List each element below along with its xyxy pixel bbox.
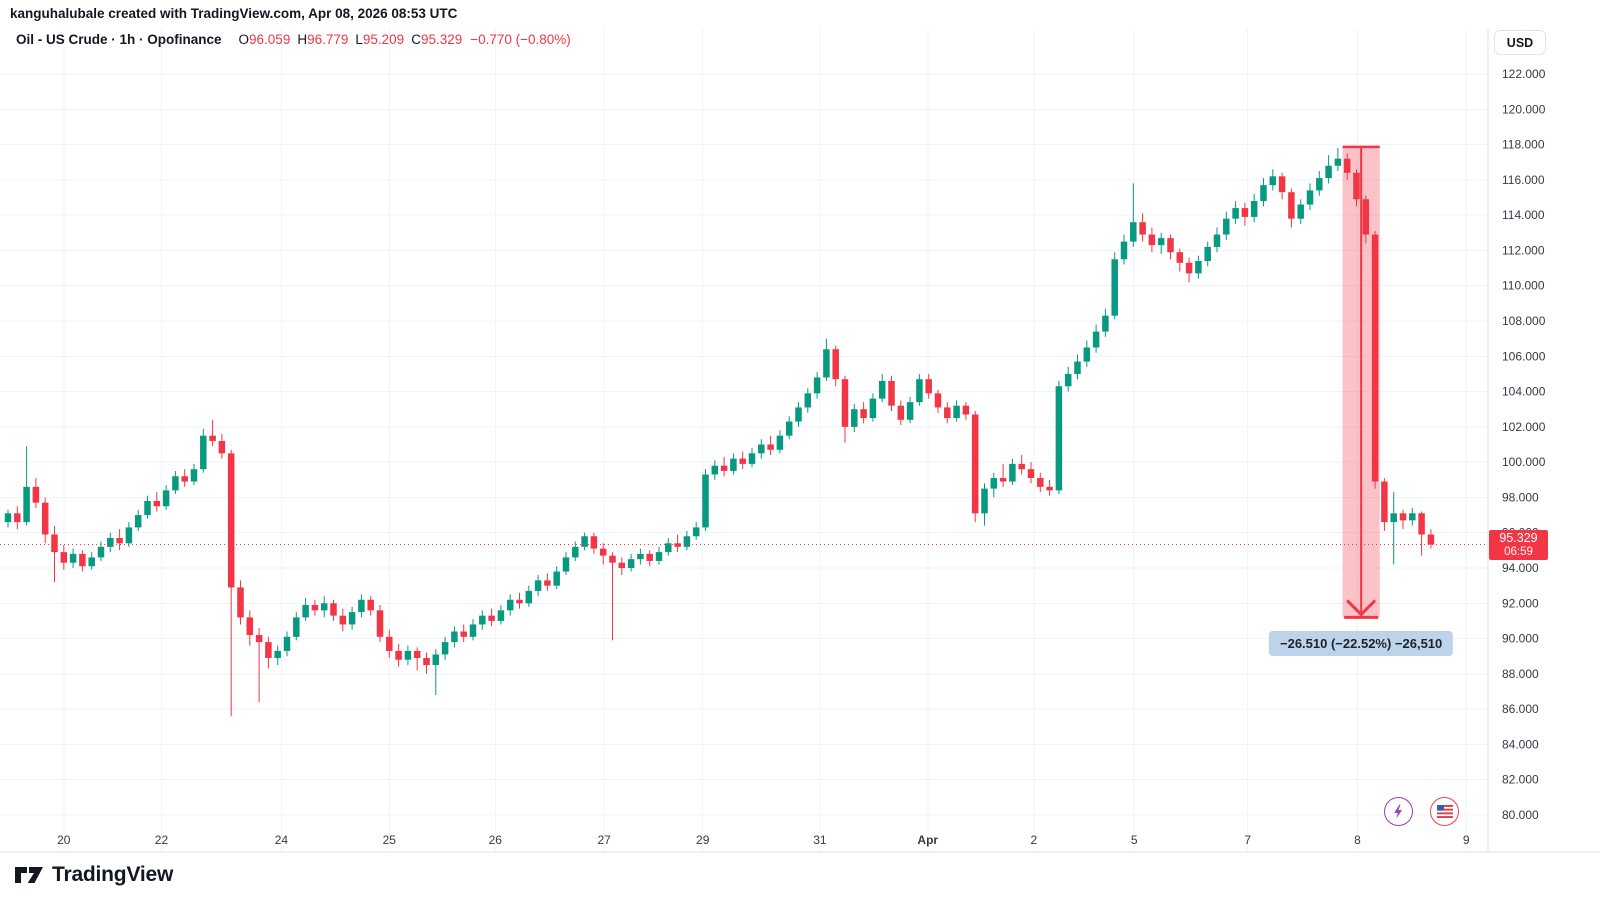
svg-text:20: 20	[57, 833, 71, 847]
symbol-legend: Oil - US Crude · 1h · Opofinance O96.059 H…	[16, 32, 571, 47]
svg-text:82.000: 82.000	[1502, 773, 1539, 787]
svg-text:7: 7	[1244, 833, 1251, 847]
svg-text:100.000: 100.000	[1502, 455, 1546, 469]
svg-text:102.000: 102.000	[1502, 420, 1546, 434]
us-flag-icon	[1436, 805, 1453, 818]
svg-text:Apr: Apr	[917, 833, 938, 847]
low-value: 95.209	[362, 32, 405, 47]
tradingview-logo-mark	[15, 867, 43, 883]
svg-text:122.000: 122.000	[1502, 67, 1546, 81]
svg-text:86.000: 86.000	[1502, 702, 1539, 716]
svg-text:112.000: 112.000	[1502, 243, 1545, 257]
svg-text:106.000: 106.000	[1502, 349, 1546, 363]
attribution-text: kanguhalubale created with TradingView.c…	[10, 6, 458, 21]
svg-text:25: 25	[383, 833, 397, 847]
svg-text:84.000: 84.000	[1502, 737, 1539, 751]
svg-text:118.000: 118.000	[1502, 138, 1545, 152]
svg-text:22: 22	[155, 833, 169, 847]
tradingview-logo[interactable]: TradingView	[14, 862, 173, 888]
svg-text:80.000: 80.000	[1502, 808, 1539, 822]
svg-text:120.000: 120.000	[1502, 102, 1546, 116]
lightning-bolt-icon	[1394, 804, 1403, 819]
us-economic-data-button[interactable]	[1430, 797, 1459, 826]
svg-text:2: 2	[1030, 833, 1037, 847]
svg-text:26: 26	[489, 833, 503, 847]
high-value: 96.779	[307, 32, 349, 47]
low-label: L	[355, 32, 363, 47]
close-value: 95.329	[420, 32, 463, 47]
symbol-title[interactable]: Oil - US Crude · 1h · Opofinance	[16, 32, 222, 47]
svg-text:114.000: 114.000	[1502, 208, 1545, 222]
svg-text:92.000: 92.000	[1502, 596, 1539, 610]
change-value: −0.770 (−0.80%)	[470, 32, 571, 47]
svg-text:27: 27	[597, 833, 611, 847]
svg-text:9: 9	[1463, 833, 1470, 847]
svg-text:98.000: 98.000	[1502, 490, 1539, 504]
svg-text:110.000: 110.000	[1502, 279, 1545, 293]
svg-text:94.000: 94.000	[1502, 561, 1539, 575]
close-label: C	[411, 32, 421, 47]
svg-text:90.000: 90.000	[1502, 632, 1539, 646]
current-price-badge: 95.329 06:59	[1489, 529, 1548, 560]
svg-text:116.000: 116.000	[1502, 173, 1545, 187]
price-range-measure-tooltip[interactable]: −26.510 (−22.52%) −26,510	[1269, 631, 1454, 657]
open-value: 96.059	[249, 32, 291, 47]
tradingview-logo-text: TradingView	[52, 863, 174, 886]
svg-text:108.000: 108.000	[1502, 314, 1546, 328]
svg-text:31: 31	[813, 833, 827, 847]
svg-text:8: 8	[1354, 833, 1361, 847]
bar-countdown-timer: 06:59	[1504, 545, 1533, 558]
svg-text:24: 24	[275, 833, 289, 847]
svg-text:29: 29	[696, 833, 710, 847]
svg-text:5: 5	[1131, 833, 1138, 847]
current-price-value: 95.329	[1499, 530, 1538, 545]
open-label: O	[238, 32, 250, 47]
economic-event-button[interactable]	[1384, 797, 1413, 826]
currency-axis-button[interactable]: USD	[1494, 30, 1546, 55]
svg-text:88.000: 88.000	[1502, 667, 1539, 681]
high-label: H	[297, 32, 308, 47]
svg-text:104.000: 104.000	[1502, 385, 1546, 399]
